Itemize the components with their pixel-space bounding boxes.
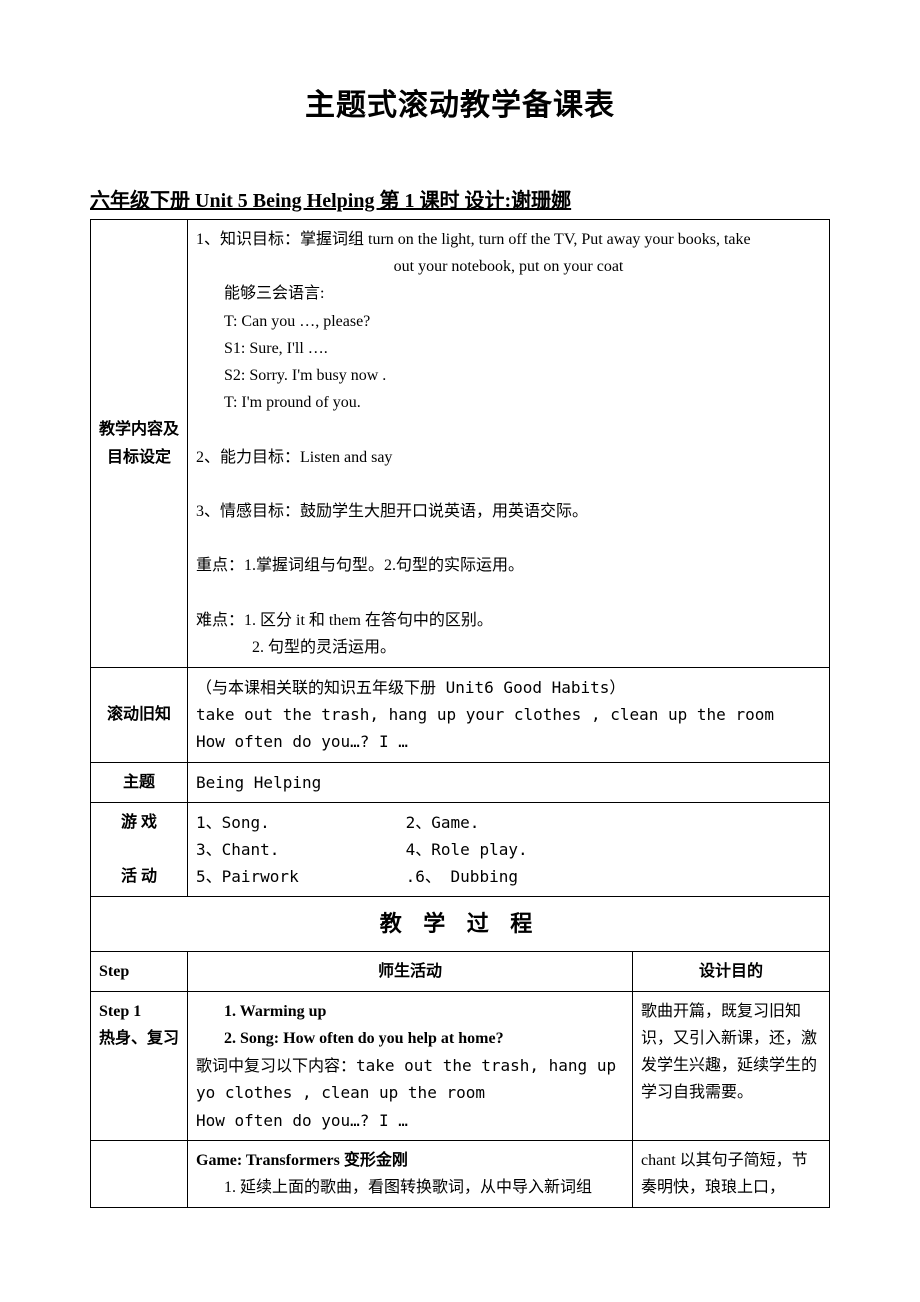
rolling-line: How often do you…? I … — [196, 728, 821, 755]
step2-row: Game: Transformers 变形金刚 1. 延续上面的歌曲，看图转换歌… — [91, 1140, 830, 1207]
step2-act-line: Game: Transformers 变形金刚 — [196, 1147, 624, 1174]
goal-line: 2、能力目标：Listen and say — [196, 444, 821, 471]
process-header: 教 学 过 程 — [91, 897, 830, 951]
step2-activity: Game: Transformers 变形金刚 1. 延续上面的歌曲，看图转换歌… — [188, 1140, 633, 1207]
step1-act-line: 2. Song: How often do you help at home? — [196, 1025, 624, 1052]
step1-act-line: How often do you…? I … — [196, 1107, 624, 1134]
goal-line: 1、知识目标：掌握词组 turn on the light, turn off … — [196, 226, 821, 253]
game-item: 1、Song. — [196, 809, 396, 836]
goal-line: 能够三会语言: — [196, 280, 821, 307]
goal-line: T: Can you …, please? — [196, 308, 821, 335]
subtitle: 六年级下册 Unit 5 Being Helping 第 1 课时 设计:谢珊娜 — [90, 184, 830, 213]
goal-line: 3、情感目标：鼓励学生大胆开口说英语，用英语交际。 — [196, 498, 821, 525]
games-label: 游 戏 活 动 — [91, 802, 188, 897]
goal-line: S2: Sorry. I'm busy now . — [196, 362, 821, 389]
rolling-line: take out the trash, hang up your clothes… — [196, 701, 821, 728]
goal-line: 2. 句型的灵活运用。 — [196, 634, 821, 661]
col-activity: 师生活动 — [188, 951, 633, 991]
step1-act-line: 1. Warming up — [196, 998, 624, 1025]
theme-label: 主题 — [91, 762, 188, 802]
goal-line: 重点：1.掌握词组与句型。2.句型的实际运用。 — [196, 552, 821, 579]
col-step: Step — [91, 951, 188, 991]
step1-activity: 1. Warming up 2. Song: How often do you … — [188, 991, 633, 1140]
goal-line: T: I'm pround of you. — [196, 389, 821, 416]
goal-line: S1: Sure, I'll …. — [196, 335, 821, 362]
step2-act-line: 1. 延续上面的歌曲，看图转换歌词，从中导入新词组 — [196, 1174, 624, 1201]
game-item: 3、Chant. — [196, 836, 396, 863]
goals-row: 教学内容及目标设定 1、知识目标：掌握词组 turn on the light,… — [91, 220, 830, 668]
column-header-row: Step 师生活动 设计目的 — [91, 951, 830, 991]
page-title: 主题式滚动教学备课表 — [90, 80, 830, 124]
step1-label: Step 1 热身、复习 — [91, 991, 188, 1140]
goals-content: 1、知识目标：掌握词组 turn on the light, turn off … — [188, 220, 830, 668]
col-purpose: 设计目的 — [633, 951, 830, 991]
rolling-label: 滚动旧知 — [91, 668, 188, 763]
lesson-table: 教学内容及目标设定 1、知识目标：掌握词组 turn on the light,… — [90, 219, 830, 1208]
step2-label — [91, 1140, 188, 1207]
rolling-line: （与本课相关联的知识五年级下册 Unit6 Good Habits） — [196, 674, 821, 701]
game-item: 2、Game. — [406, 813, 480, 832]
goals-label: 教学内容及目标设定 — [91, 220, 188, 668]
game-item: .6、 Dubbing — [406, 867, 518, 886]
step1-act-line: 歌词中复习以下内容：take out the trash, hang up yo… — [196, 1052, 624, 1106]
games-row: 游 戏 活 动 1、Song. 2、Game. 3、Chant. 4、Role … — [91, 802, 830, 897]
step1-purpose: 歌曲开篇，既复习旧知识，又引入新课，还，激发学生兴趣，延续学生的学习自我需要。 — [633, 991, 830, 1140]
theme-row: 主题 Being Helping — [91, 762, 830, 802]
theme-content: Being Helping — [188, 762, 830, 802]
step2-purpose: chant 以其句子简短，节奏明快，琅琅上口， — [633, 1140, 830, 1207]
goal-line: out your notebook, put on your coat — [196, 253, 821, 280]
step1-row: Step 1 热身、复习 1. Warming up 2. Song: How … — [91, 991, 830, 1140]
rolling-row: 滚动旧知 （与本课相关联的知识五年级下册 Unit6 Good Habits） … — [91, 668, 830, 763]
game-item: 5、Pairwork — [196, 863, 396, 890]
process-header-row: 教 学 过 程 — [91, 897, 830, 951]
games-content: 1、Song. 2、Game. 3、Chant. 4、Role play. 5、… — [188, 802, 830, 897]
goal-line: 难点：1. 区分 it 和 them 在答句中的区别。 — [196, 607, 821, 634]
game-item: 4、Role play. — [406, 840, 528, 859]
rolling-content: （与本课相关联的知识五年级下册 Unit6 Good Habits） take … — [188, 668, 830, 763]
